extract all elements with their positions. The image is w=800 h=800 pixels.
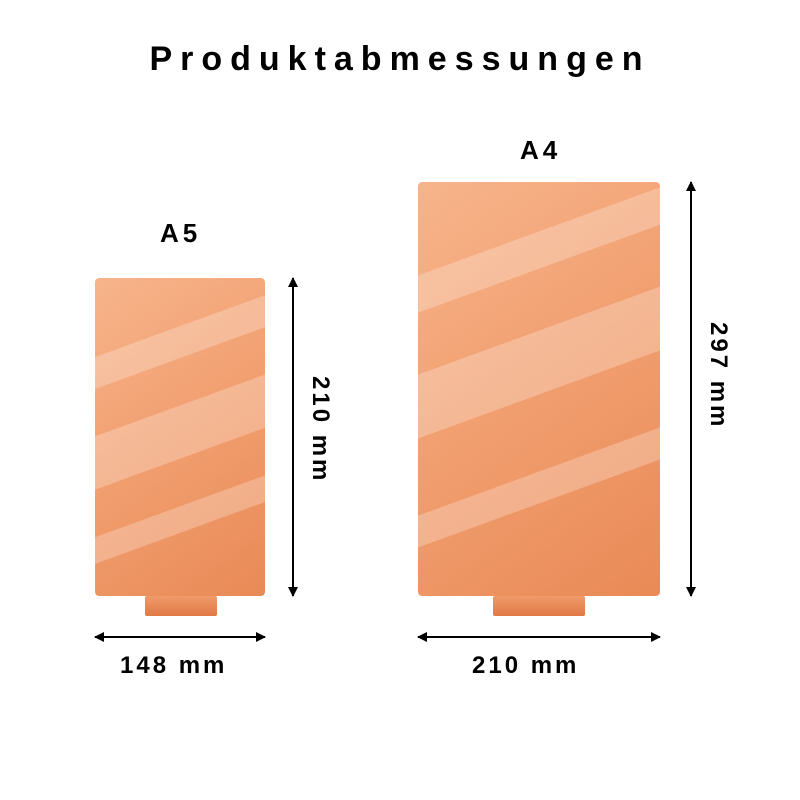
dim-a4-height-label: 297 mm xyxy=(704,322,732,429)
label-a4: A4 xyxy=(520,135,561,166)
dim-a4-width-label: 210 mm xyxy=(472,652,579,680)
page-title: Produktabmessungen xyxy=(0,40,800,79)
dim-a5-width-label: 148 mm xyxy=(120,652,227,680)
dim-a5-height-line xyxy=(292,278,294,596)
stand-a4 xyxy=(493,596,585,616)
dim-a4-height-line xyxy=(690,182,692,596)
panel-a4 xyxy=(418,182,660,596)
dim-a5-height-label: 210 mm xyxy=(306,376,334,483)
panel-a5 xyxy=(95,278,265,596)
dim-a5-width-line xyxy=(95,636,265,638)
stand-a5 xyxy=(145,596,217,616)
dim-a4-width-line xyxy=(418,636,660,638)
label-a5: A5 xyxy=(160,218,201,249)
